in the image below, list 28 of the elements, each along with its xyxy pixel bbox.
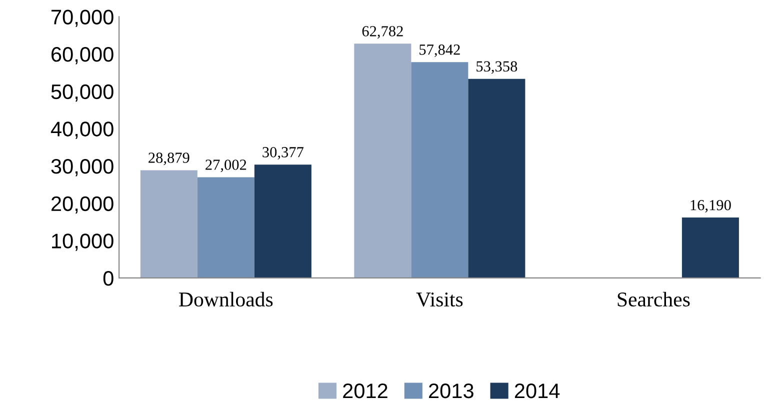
legend-label: 2012 [343, 383, 388, 398]
y-tick-label: 20,000 [52, 196, 114, 214]
y-tick-label: 30,000 [51, 159, 114, 176]
bar [411, 62, 468, 278]
data-label: 30,377 [262, 147, 304, 160]
x-tick-label: Visits [416, 292, 463, 307]
data-label: 57,842 [420, 44, 460, 58]
bar [682, 218, 739, 278]
x-tick-label: Downloads [179, 292, 273, 307]
bar [140, 170, 198, 278]
bar [468, 78, 526, 278]
bar [354, 44, 412, 278]
bar [197, 177, 254, 278]
data-label: 16,190 [690, 200, 731, 212]
bar [254, 164, 312, 278]
y-tick-label: 40,000 [50, 122, 114, 139]
y-tick-label: 50,000 [51, 84, 114, 102]
x-tick-label: Searches [618, 292, 690, 307]
legend-label: 2013 [429, 383, 474, 398]
data-label: 28,879 [148, 152, 190, 166]
data-label: 27,002 [206, 160, 246, 172]
y-tick-label: 10,000 [52, 234, 114, 251]
y-tick-label: 70,000 [52, 10, 114, 27]
y-tick-label: 0 [103, 270, 114, 286]
legend-label: 2014 [514, 383, 560, 398]
data-label: 62,782 [362, 26, 403, 39]
data-label: 53,358 [476, 61, 518, 74]
y-tick-label: 60,000 [52, 47, 114, 64]
